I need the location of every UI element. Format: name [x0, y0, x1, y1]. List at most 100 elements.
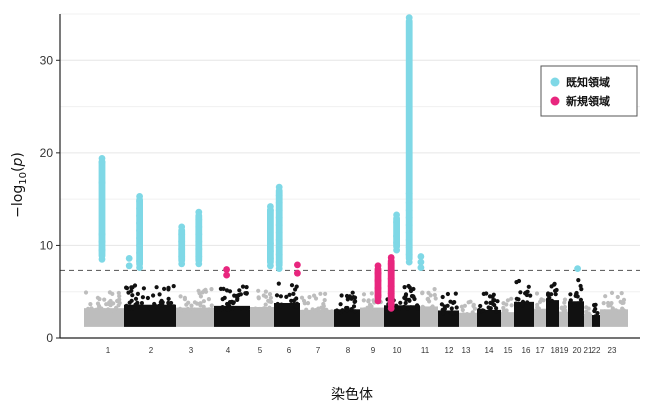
x-tick-label: 23	[608, 346, 617, 355]
snp-point	[468, 299, 473, 304]
snp-point	[352, 299, 357, 304]
snp-point	[484, 300, 489, 305]
snp-point	[491, 292, 496, 297]
snp-point	[504, 308, 509, 313]
hit-point	[574, 265, 581, 272]
snp-point	[586, 306, 591, 311]
snp-point	[525, 289, 530, 294]
legend-label-novel: 新規領域	[566, 94, 610, 108]
snp-point	[106, 301, 111, 307]
snp-point	[575, 294, 580, 299]
snp-point	[178, 294, 183, 299]
chromosome-22-points	[592, 302, 600, 327]
snp-point	[494, 309, 499, 314]
snp-point	[349, 296, 354, 301]
snp-point	[486, 305, 491, 310]
snp-point	[124, 286, 130, 291]
legend-label-known: 既知領域	[566, 75, 610, 89]
chromosome-20-points	[568, 278, 584, 327]
snp-point	[620, 300, 625, 305]
snp-point	[191, 307, 196, 312]
snp-point	[263, 289, 268, 294]
snp-point	[263, 294, 269, 299]
snp-point	[224, 288, 230, 293]
snp-point	[487, 294, 493, 299]
snp-point	[408, 288, 414, 294]
snp-point	[206, 297, 211, 302]
chromosome-7-points	[299, 291, 334, 327]
snp-point	[494, 306, 499, 311]
snp-point	[340, 308, 345, 313]
snp-point	[304, 307, 309, 312]
hit-column	[387, 257, 395, 309]
axes	[59, 14, 640, 339]
snp-point	[518, 290, 523, 295]
chromosome-20-band	[568, 301, 584, 327]
hit-point	[417, 253, 425, 260]
snp-point	[184, 302, 189, 307]
snp-point	[264, 307, 270, 312]
snp-point	[402, 285, 407, 290]
x-tick-label: 21	[584, 346, 593, 355]
chromosome-14-points	[477, 291, 501, 327]
snp-point	[253, 307, 258, 312]
snp-point	[609, 301, 614, 306]
snp-point	[583, 313, 589, 318]
snp-point	[278, 294, 283, 299]
snp-point	[420, 291, 425, 296]
hit-point	[125, 262, 133, 270]
snp-point	[545, 292, 551, 297]
snp-point	[344, 308, 350, 313]
snp-point	[492, 298, 497, 303]
legend: 既知領域 新規領域	[540, 65, 638, 117]
snp-point	[102, 308, 107, 313]
snp-point	[307, 295, 312, 300]
snp-point	[562, 304, 568, 310]
hit-column	[178, 226, 186, 264]
snp-point	[136, 304, 141, 309]
x-tick-label: 8	[346, 346, 351, 355]
chromosome-2-points	[124, 283, 176, 327]
snp-point	[289, 283, 295, 288]
snp-point	[305, 301, 311, 306]
snp-point	[587, 313, 593, 318]
snp-point	[276, 281, 281, 286]
chromosome-14-band	[477, 309, 501, 327]
y-tick-label: 10	[40, 238, 54, 252]
chromosome-2-band	[124, 304, 176, 327]
snp-point	[323, 291, 328, 296]
snp-point	[102, 297, 107, 302]
snp-point	[619, 291, 624, 296]
snp-point	[603, 294, 608, 299]
hit-column	[374, 265, 382, 301]
snp-point	[257, 308, 262, 313]
snp-point	[601, 301, 606, 306]
y-tick-label: 20	[40, 146, 54, 160]
x-tick-label: 11	[421, 346, 430, 355]
hit-point	[223, 266, 231, 273]
snp-point	[520, 301, 525, 307]
x-tick-label: 14	[485, 346, 494, 355]
snp-point	[504, 313, 509, 318]
chromosome-13-points	[459, 299, 477, 327]
snp-point	[430, 304, 435, 309]
snp-point	[89, 306, 94, 311]
snp-point	[231, 301, 236, 306]
x-tick-label: 7	[316, 346, 321, 355]
hit-point	[125, 255, 133, 262]
snp-point	[622, 310, 627, 315]
snp-point	[321, 301, 326, 307]
snp-point	[154, 285, 159, 290]
snp-point	[116, 290, 121, 296]
chromosome-22-band	[592, 315, 600, 327]
highlighted-points	[98, 14, 581, 312]
snp-point	[610, 306, 615, 311]
snp-point	[441, 311, 446, 316]
snp-point	[365, 305, 370, 310]
snp-point	[514, 280, 519, 285]
chromosome-11-band	[420, 306, 438, 327]
snp-point	[166, 296, 171, 301]
snp-point	[525, 300, 530, 305]
snp-point	[605, 310, 610, 315]
snp-point	[449, 306, 454, 311]
